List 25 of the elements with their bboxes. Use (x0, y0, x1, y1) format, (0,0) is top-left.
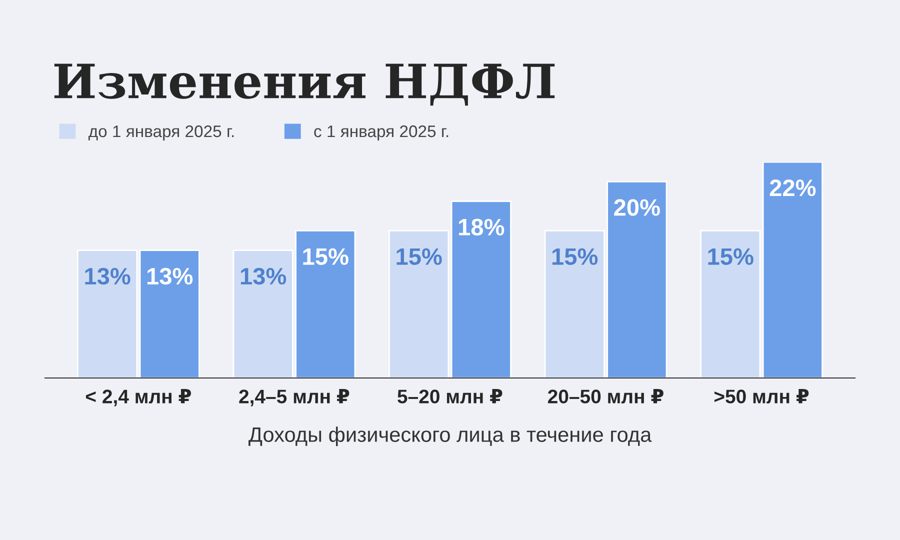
data-label: 20% (614, 199, 660, 216)
data-label: 13% (240, 268, 286, 285)
x-tick-label: 2,4–5 млн ₽ (239, 389, 350, 406)
data-label: 18% (459, 218, 504, 236)
chart-title: Изменения НДФЛ (54, 64, 555, 106)
x-tick-label: >50 млн ₽ (714, 389, 809, 404)
data-label: 15% (396, 248, 442, 265)
bar (77, 250, 138, 378)
bar (388, 230, 450, 378)
data-label: 13% (147, 268, 193, 285)
data-label: 22% (770, 180, 816, 196)
bar (762, 162, 823, 378)
bar (450, 200, 512, 378)
data-label: 15% (552, 248, 598, 265)
x-tick-label: 5–20 млн ₽ (398, 389, 502, 404)
bar (139, 250, 200, 378)
x-tick-label: 20–50 млн ₽ (548, 389, 664, 404)
data-label: 15% (708, 248, 754, 265)
data-label: 15% (303, 248, 348, 265)
legend-label: до 1 января 2025 г. (88, 125, 234, 141)
data-label: 13% (85, 268, 130, 285)
x-tick-label: < 2,4 млн ₽ (86, 389, 191, 406)
legend-label: с 1 января 2025 г. (314, 125, 448, 141)
x-axis-title: Доходы физического лица в течение года (248, 426, 652, 446)
bar (700, 230, 761, 378)
